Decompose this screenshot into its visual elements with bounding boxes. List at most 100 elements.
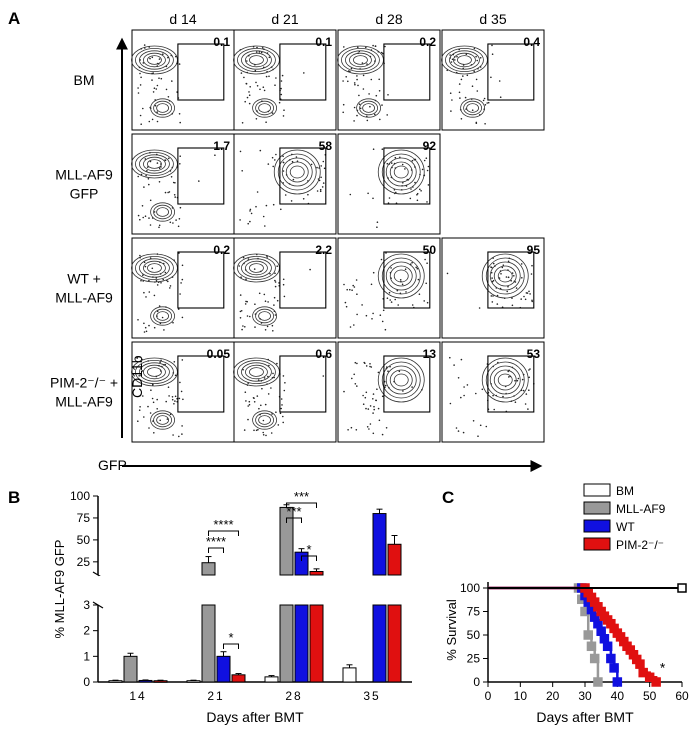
survival-marker <box>677 583 687 593</box>
gate-box <box>487 251 535 309</box>
y-tick-label: 1 <box>83 649 90 663</box>
y-tick-label: 25 <box>467 652 481 666</box>
event-dot <box>270 387 272 389</box>
panel-a-label: A <box>8 9 20 28</box>
event-dot <box>322 375 325 377</box>
event-dot <box>385 427 388 429</box>
event-dot <box>254 326 256 328</box>
event-dot <box>426 262 428 265</box>
event-dot <box>353 106 356 109</box>
event-dot <box>396 289 399 292</box>
legend-label: BM <box>616 484 634 498</box>
bracket <box>223 643 239 649</box>
event-dot <box>262 86 265 88</box>
event-dot <box>459 97 461 99</box>
event-dot <box>153 87 156 89</box>
event-dot <box>179 163 181 165</box>
event-dot <box>158 226 160 229</box>
event-dot <box>458 91 461 94</box>
event-dot <box>492 262 495 265</box>
event-dot <box>476 90 479 92</box>
event-dot <box>250 212 253 215</box>
event-dot <box>264 300 267 303</box>
event-dot <box>296 160 299 162</box>
event-dot <box>263 377 266 379</box>
density-contour <box>445 48 484 73</box>
event-dot <box>369 405 372 407</box>
y-tick-label: 100 <box>70 489 90 503</box>
y-tick-label: 50 <box>77 533 91 547</box>
event-dot <box>419 188 421 191</box>
event-dot <box>366 426 369 428</box>
density-contour <box>393 269 409 283</box>
density-contour <box>385 157 417 187</box>
event-dot <box>255 118 258 120</box>
event-dot <box>263 293 266 296</box>
event-dot <box>256 85 259 87</box>
density-contour <box>489 261 521 291</box>
density-contour <box>273 149 321 195</box>
event-dot <box>166 418 169 420</box>
event-dot <box>152 91 155 93</box>
event-dot <box>158 224 161 227</box>
event-dot <box>343 283 345 286</box>
event-dot <box>156 84 159 87</box>
gate-box <box>487 43 535 101</box>
bar <box>201 604 216 683</box>
event-dot <box>319 188 322 191</box>
event-dot <box>453 364 455 366</box>
event-dot <box>356 75 358 77</box>
event-dot <box>256 191 259 193</box>
event-dot <box>426 169 429 172</box>
event-dot <box>141 370 144 372</box>
flow-plot: 1.7 <box>131 133 235 235</box>
event-dot <box>174 182 176 184</box>
flow-plot: 50 <box>337 237 441 339</box>
event-dot <box>524 403 527 405</box>
event-dot <box>179 293 181 295</box>
density-contour <box>249 367 264 377</box>
event-dot <box>449 92 452 94</box>
y-tick-label: 100 <box>460 581 480 595</box>
column-header: d 14 <box>169 11 196 27</box>
event-dot <box>457 377 460 379</box>
event-dot <box>384 45 386 48</box>
event-dot <box>321 186 324 188</box>
event-dot <box>171 398 174 401</box>
event-dot <box>282 278 285 281</box>
event-dot <box>381 395 384 398</box>
density-contour <box>150 410 176 430</box>
event-dot <box>180 282 182 284</box>
density-contour <box>150 98 176 118</box>
gate-box <box>177 251 225 309</box>
event-dot <box>264 329 267 331</box>
event-dot <box>140 76 142 79</box>
density-contour <box>139 50 170 70</box>
event-dot <box>372 271 375 274</box>
event-dot <box>143 261 146 264</box>
event-dot <box>159 419 161 422</box>
event-dot <box>267 163 270 165</box>
event-dot <box>262 434 265 436</box>
density-contour <box>359 100 379 116</box>
y-tick-label: 0 <box>83 675 90 689</box>
density-contour <box>453 52 476 68</box>
event-dot <box>524 298 527 301</box>
event-dot <box>241 328 243 331</box>
event-dot <box>482 99 485 102</box>
bars <box>108 504 402 683</box>
event-dot <box>249 86 251 88</box>
event-dot <box>486 102 489 104</box>
density-contour <box>389 369 413 391</box>
event-dot <box>355 279 358 281</box>
event-dot <box>280 93 283 96</box>
event-dot <box>156 408 158 410</box>
event-dot <box>268 364 270 367</box>
bar <box>279 604 294 683</box>
event-dot <box>527 408 529 410</box>
density-contour <box>377 149 425 195</box>
event-dot <box>484 104 487 106</box>
density-contour <box>147 263 162 273</box>
event-dot <box>146 166 149 168</box>
bar <box>372 604 387 683</box>
